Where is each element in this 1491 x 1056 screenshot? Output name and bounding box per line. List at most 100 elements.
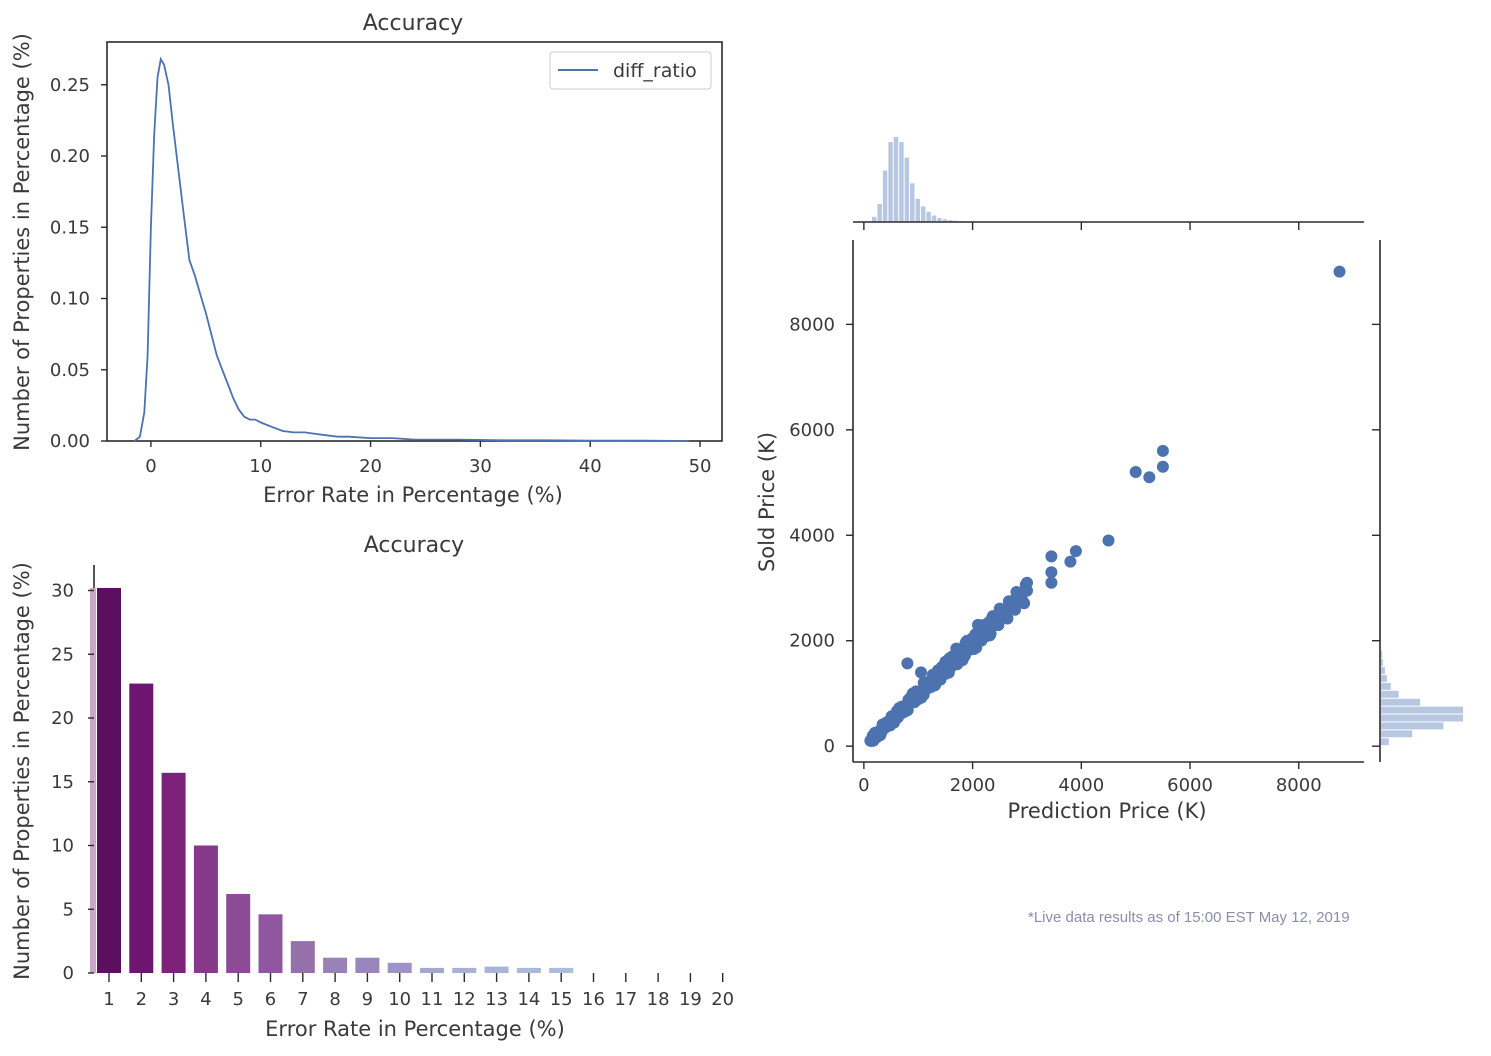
marginal-x-bin: [920, 206, 926, 222]
scatter-point: [972, 618, 984, 631]
scatter-y-tick-label: 8000: [789, 314, 835, 335]
kde-y-tick-label: 0.05: [50, 360, 90, 381]
bar-4: [193, 845, 218, 973]
marginal-x-bin: [926, 211, 931, 222]
bar-x-axis-label: Error Rate in Percentage (%): [265, 1017, 565, 1041]
scatter-y-tick-label: 0: [824, 736, 835, 757]
scatter-x-ticks: 0 2000 4000 6000 8000: [858, 222, 1322, 796]
bar-9: [355, 957, 380, 973]
scatter-point: [866, 734, 878, 747]
marginal-x-bin: [893, 137, 899, 222]
bar-y-tick-label: 20: [51, 708, 74, 729]
kde-x-ticks: 0 10 20 30 40 50: [145, 441, 711, 477]
bar-series: [90, 587, 574, 973]
marginal-y-bin: [1381, 682, 1391, 690]
marginal-x-bin: [872, 216, 877, 222]
scatter-point: [950, 642, 963, 655]
bar-y-ticks: 0 5 10 15 20 25 30: [51, 581, 94, 984]
bar-x-tick-label: 12: [453, 989, 476, 1010]
bar-x-tick-label: 5: [232, 989, 243, 1010]
marginal-y-bin: [1381, 722, 1444, 730]
scatter-point: [915, 666, 927, 679]
scatter-point: [1064, 555, 1077, 568]
marginal-x-bin: [899, 142, 904, 222]
marginal-x-bin: [931, 215, 937, 222]
marginal-x-bin: [904, 157, 910, 222]
scatter-point: [1010, 592, 1023, 605]
bar-x-tick-label: 11: [421, 989, 444, 1010]
bar-y-tick-label: 30: [51, 581, 74, 602]
bar-13: [484, 966, 509, 973]
marginal-x-bin: [937, 218, 942, 222]
marginal-y-bin: [1381, 730, 1413, 738]
kde-series-line-diff-ratio: [133, 56, 690, 442]
bar-x-tick-label: 10: [388, 989, 411, 1010]
bar-edge-shadow: [90, 587, 96, 973]
marginal-x-bin: [910, 183, 915, 222]
marginal-y-bin: [1381, 714, 1463, 722]
bar-11: [420, 967, 444, 973]
kde-y-ticks: 0.00 0.05 0.10 0.15 0.20 0.25: [50, 75, 107, 452]
marginal-y-histogram: [1381, 651, 1463, 746]
marginal-x-bin: [942, 219, 948, 222]
scatter-y-tick-label: 2000: [789, 631, 835, 652]
bar-x-tick-label: 8: [329, 989, 340, 1010]
marginal-y-bin: [1381, 706, 1463, 714]
bar-10: [387, 962, 412, 973]
bar-x-tick-label: 9: [362, 989, 373, 1010]
bar-x-tick-label: 15: [550, 989, 573, 1010]
kde-chart-title: Accuracy: [363, 11, 463, 36]
bar-x-tick-label: 7: [297, 989, 308, 1010]
marginal-x-bin: [948, 220, 953, 222]
bar-y-tick-label: 25: [51, 644, 74, 665]
scatter-point: [906, 687, 919, 700]
footnote: *Live data results as of 15:00 EST May 1…: [1028, 909, 1350, 926]
marginal-y-bin: [1381, 738, 1389, 746]
kde-plot-frame: [106, 41, 723, 442]
marginal-x-bin: [915, 198, 920, 222]
kde-x-tick-label: 40: [579, 456, 602, 477]
bar-x-tick-label: 14: [517, 989, 540, 1010]
bar-3: [161, 772, 186, 973]
scatter-x-tick-label: 0: [858, 775, 869, 796]
scatter-point: [1156, 460, 1169, 473]
bar-x-tick-label: 4: [200, 989, 211, 1010]
kde-legend: diff_ratio: [549, 51, 712, 90]
kde-x-tick-label: 20: [359, 456, 382, 477]
scatter-x-axis-label: Prediction Price (K): [1007, 799, 1206, 823]
scatter-y-axis-label: Sold Price (K): [755, 432, 779, 572]
marginal-y-bin: [1381, 690, 1399, 698]
bar-x-tick-label: 1: [103, 989, 114, 1010]
kde-y-tick-label: 0.10: [50, 289, 90, 310]
marginal-y-bin: [1381, 651, 1383, 659]
scatter-point: [1156, 444, 1169, 457]
bar-1: [97, 587, 121, 973]
bar-y-tick-label: 0: [63, 963, 74, 984]
joint-scatter-chart: 0 2000 4000 6000 8000 0 2000 4000 6000 8000 Pred…: [755, 137, 1463, 823]
bar-x-tick-label: 19: [679, 989, 702, 1010]
scatter-point: [901, 657, 914, 670]
bar-y-tick-label: 10: [51, 836, 74, 857]
scatter-x-tick-label: 6000: [1167, 775, 1213, 796]
bar-chart: Accuracy 1 2 3 4 5 6 7 8 9 10 11 12 13 14 15 16 17 18 19 20…: [10, 533, 734, 1041]
bar-5: [226, 893, 251, 973]
kde-x-axis-label: Error Rate in Percentage (%): [263, 483, 563, 507]
marginal-x-histogram: [872, 137, 969, 222]
scatter-point: [1069, 545, 1082, 558]
bar-12: [452, 967, 477, 973]
kde-x-tick-label: 10: [249, 456, 272, 477]
marginal-x-bin: [888, 142, 893, 222]
bar-8: [323, 957, 348, 973]
scatter-point: [1045, 576, 1058, 589]
bar-y-axis-label: Number of Properties in Percentage (%): [10, 562, 34, 980]
marginal-y-bin: [1381, 698, 1421, 706]
scatter-point: [1129, 466, 1142, 478]
bar-14: [516, 967, 541, 973]
kde-legend-box: [549, 51, 712, 90]
marginal-y-bin: [1381, 667, 1385, 674]
scatter-points: [864, 265, 1346, 747]
scatter-y-ticks: 0 2000 4000 6000 8000: [789, 314, 1380, 757]
kde-y-tick-label: 0.20: [50, 146, 90, 167]
scatter-x-tick-label: 2000: [950, 775, 996, 796]
